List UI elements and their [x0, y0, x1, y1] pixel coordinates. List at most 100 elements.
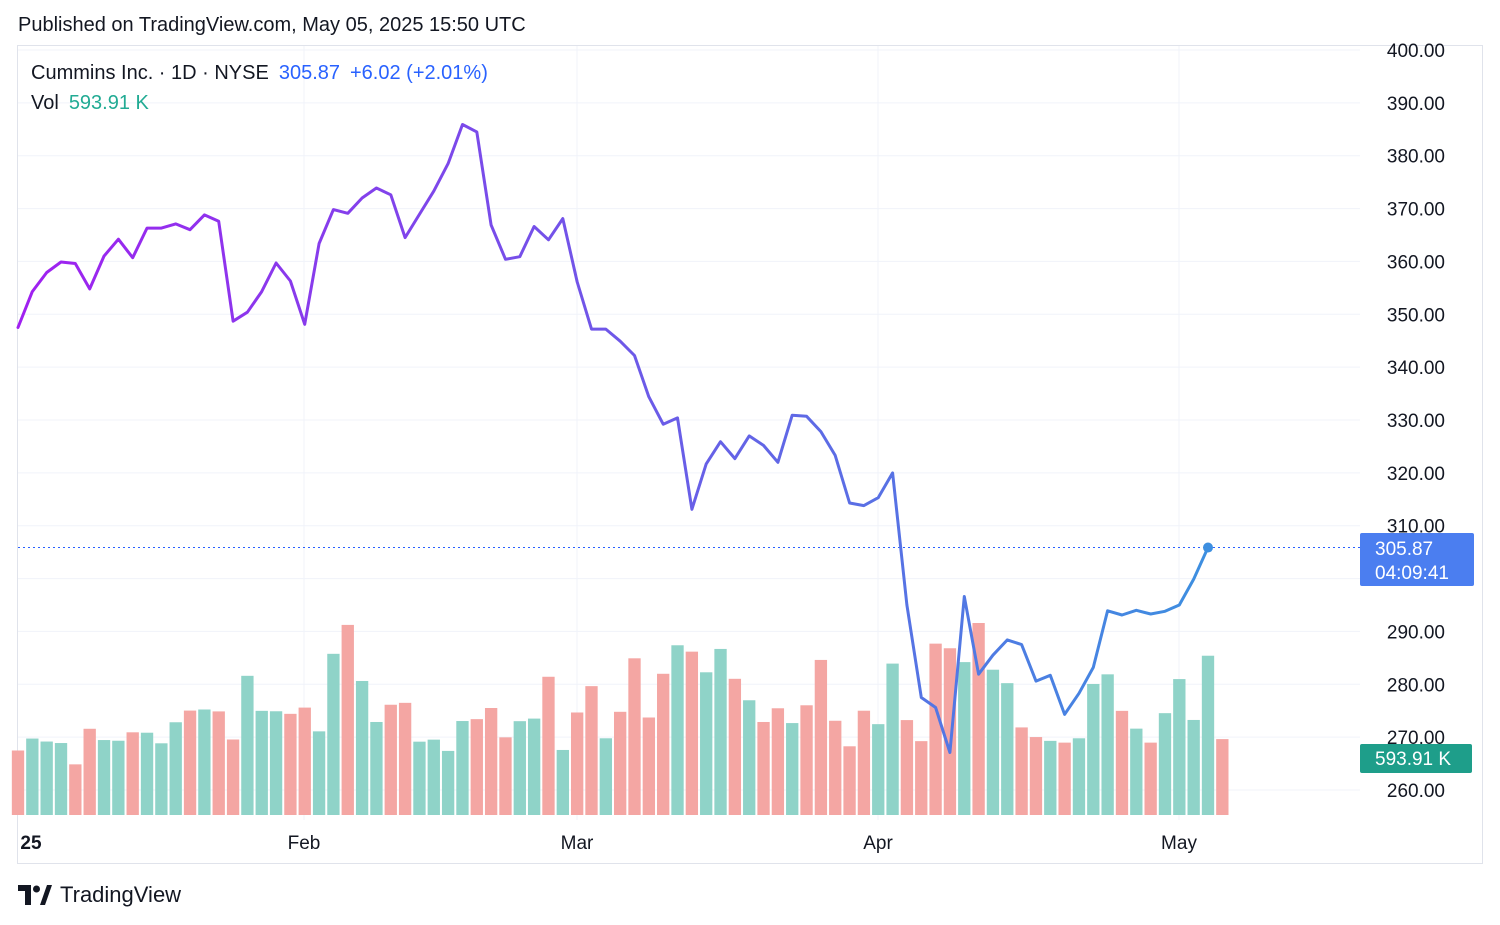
- volume-bar: [112, 740, 125, 815]
- price-axis-tick-label: 360.00: [1387, 252, 1445, 273]
- volume-bar: [857, 710, 871, 815]
- volume-bar: [499, 737, 512, 815]
- volume-bar: [986, 669, 1000, 815]
- volume-bar: [614, 711, 627, 815]
- volume-bar: [11, 750, 25, 815]
- volume-bar: [1144, 742, 1157, 815]
- volume-bar: [1072, 738, 1086, 815]
- volume-bar: [69, 764, 82, 815]
- volume-bar: [814, 659, 828, 815]
- price-axis-tick-label: 380.00: [1387, 147, 1445, 168]
- legend-change: +6.02 (+2.01%): [350, 62, 488, 84]
- volume-bar: [786, 723, 799, 815]
- volume-bar: [169, 722, 182, 815]
- volume-bar: [255, 710, 268, 815]
- volume-bar: [398, 702, 412, 815]
- volume-bar: [284, 713, 297, 815]
- price-axis-tick-label: 370.00: [1387, 200, 1445, 221]
- volume-bar: [413, 741, 426, 815]
- tradingview-logo[interactable]: TradingView: [18, 880, 181, 910]
- volume-bar: [183, 710, 197, 815]
- symbol-legend: Cummins Inc. · 1D · NYSE 305.87 +6.02 (+2.…: [31, 62, 488, 85]
- volume-bar: [829, 720, 842, 815]
- volume-bar: [1158, 713, 1172, 815]
- price-axis-tick-label: 290.00: [1387, 622, 1445, 643]
- volume-bar: [1101, 674, 1114, 815]
- volume-bar: [1001, 683, 1014, 815]
- volume-bar: [1087, 683, 1100, 815]
- volume-bar: [1029, 737, 1043, 815]
- price-axis-tick-label: 260.00: [1387, 781, 1445, 802]
- last-volume-badge-value: 593.91 K: [1375, 749, 1451, 770]
- volume-bar: [140, 732, 154, 815]
- volume-bar: [671, 645, 684, 815]
- time-axis-tick-label: Apr: [863, 833, 893, 854]
- volume-bar: [212, 711, 225, 815]
- volume-bar: [542, 676, 555, 815]
- volume-bar: [943, 648, 957, 815]
- volume-bar: [226, 739, 240, 815]
- volume-bar: [1015, 727, 1028, 815]
- tradingview-brand-text: TradingView: [60, 882, 182, 907]
- volume-bar: [728, 678, 742, 815]
- volume-bar: [1216, 739, 1229, 815]
- price-axis[interactable]: 260.00 270.00 280.00 290.00 310.00 320.00 330.…: [1387, 41, 1445, 802]
- volume-bar: [872, 724, 885, 815]
- time-axis-tick-label: Feb: [288, 833, 321, 854]
- volume-bar: [1187, 719, 1200, 815]
- volume-bar: [198, 709, 211, 815]
- volume-bar: [355, 680, 369, 815]
- volume-legend-label[interactable]: Vol: [31, 92, 59, 114]
- volume-bar: [54, 743, 68, 815]
- volume-bar: [714, 648, 727, 815]
- last-price-badge: 305.87 04:09:41: [1360, 533, 1474, 586]
- time-axis-tick-label: 25: [20, 833, 42, 854]
- volume-bar: [312, 731, 326, 815]
- time-axis[interactable]: 25 Feb Mar Apr May: [20, 833, 1197, 854]
- volume-bar: [269, 711, 283, 815]
- volume-bar: [628, 658, 641, 815]
- symbol-title[interactable]: Cummins Inc. · 1D · NYSE: [31, 62, 269, 84]
- price-axis-tick-label: 330.00: [1387, 411, 1445, 432]
- volume-bar: [685, 651, 699, 815]
- price-axis-tick-label: 280.00: [1387, 675, 1445, 696]
- volume-bar: [958, 662, 971, 815]
- volume-bar: [771, 708, 785, 815]
- tradingview-logo-icon: [18, 885, 52, 905]
- volume-bar: [1173, 679, 1186, 815]
- time-axis-tick-label: May: [1161, 833, 1197, 854]
- volume-bar: [384, 704, 397, 815]
- volume-bar: [915, 741, 928, 815]
- last-volume-badge: 593.91 K: [1360, 744, 1472, 773]
- published-caption: Published on TradingView.com, May 05, 20…: [18, 14, 526, 36]
- volume-bar: [929, 643, 942, 815]
- volume-bar: [1115, 710, 1129, 815]
- price-axis-tick-label: 320.00: [1387, 464, 1445, 485]
- price-axis-tick-label: 270.00: [1387, 728, 1445, 749]
- volume-bar: [298, 707, 311, 815]
- volume-bar: [800, 705, 813, 815]
- volume-bar: [484, 708, 498, 815]
- volume-bar: [527, 718, 541, 815]
- volume-bar: [470, 719, 483, 815]
- volume-bar: [599, 738, 612, 815]
- volume-bar: [370, 721, 383, 815]
- volume-bar: [1130, 728, 1143, 815]
- chart-frame: [17, 45, 1483, 864]
- volume-bar: [657, 673, 670, 815]
- volume-bar: [743, 700, 756, 815]
- volume-bar: [1058, 742, 1071, 815]
- legend-price: 305.87: [278, 62, 340, 84]
- volume-bar: [341, 624, 354, 815]
- volume-bar: [83, 728, 96, 815]
- price-axis-tick-label: 400.00: [1387, 41, 1445, 62]
- volume-legend: Vol 593.91 K: [31, 92, 149, 115]
- volume-bar: [843, 746, 856, 815]
- volume-bar: [456, 721, 469, 815]
- volume-bar: [441, 750, 455, 815]
- last-price-badge-countdown: 04:09:41: [1375, 563, 1449, 584]
- volume-legend-value: 593.91 K: [68, 92, 149, 114]
- price-axis-tick-label: 390.00: [1387, 94, 1445, 115]
- volume-bar: [155, 743, 168, 815]
